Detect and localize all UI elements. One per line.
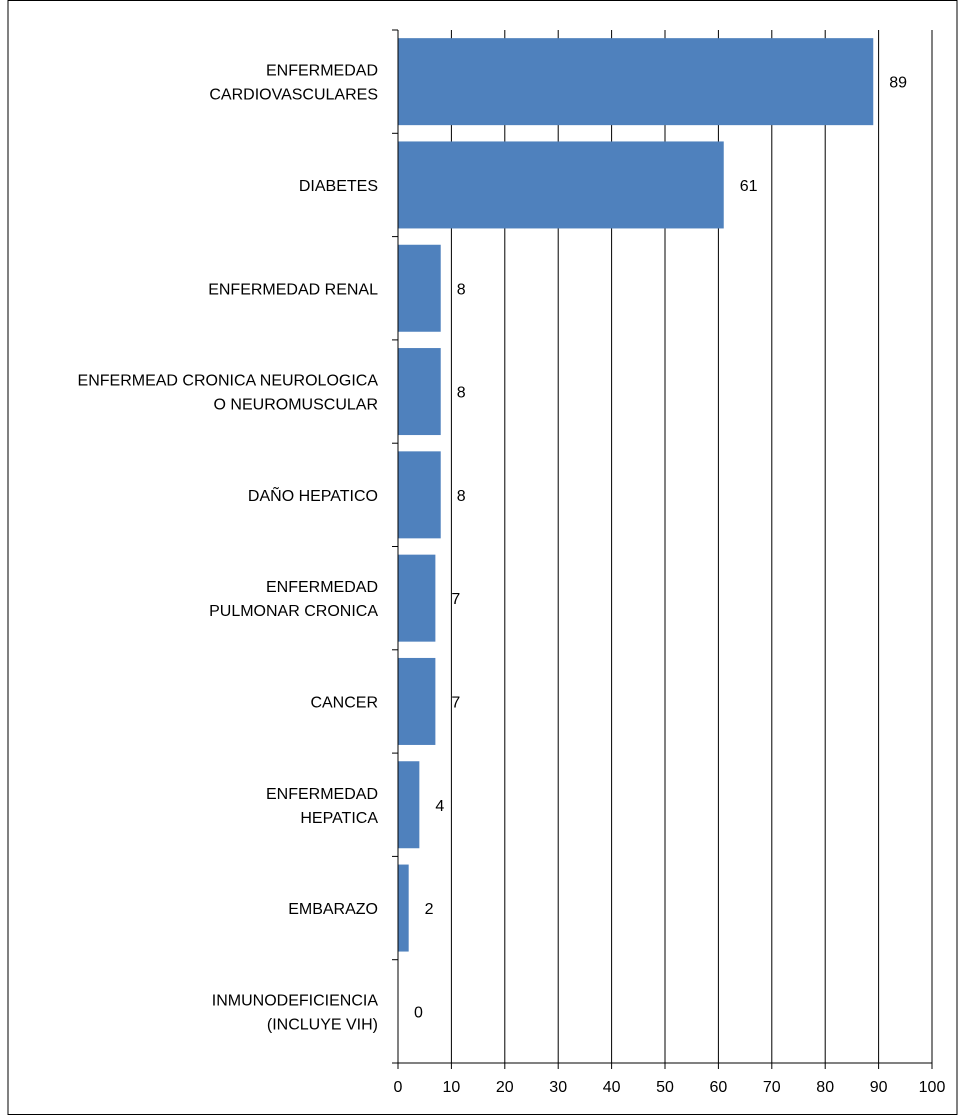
axes	[392, 29, 933, 1069]
data-label: 7	[451, 591, 460, 608]
x-tick-label: 50	[656, 1079, 674, 1096]
category-label: DAÑO HEPATICO	[248, 485, 378, 505]
bar	[398, 141, 724, 229]
x-tick-label: 60	[710, 1079, 728, 1096]
data-label: 2	[425, 901, 434, 918]
category-label: CARDIOVASCULARES	[209, 87, 378, 104]
bar	[398, 451, 441, 539]
data-label: 4	[435, 798, 444, 815]
bar	[398, 38, 874, 126]
x-tick-label: 80	[816, 1079, 834, 1096]
category-label: ENFERMEDAD	[266, 63, 378, 80]
x-tick-label: 70	[763, 1079, 781, 1096]
bars	[398, 38, 874, 952]
x-tick-label: 0	[394, 1079, 403, 1096]
category-label: ENFERMEDAD	[266, 579, 378, 596]
bar	[398, 348, 441, 436]
category-label: ENFERMEDAD	[266, 786, 378, 803]
bar	[398, 554, 436, 642]
category-label: (INCLUYE VIH)	[267, 1016, 378, 1033]
category-label: PULMONAR CRONICA	[209, 603, 378, 620]
category-label: ENFERMEDAD RENAL	[208, 281, 378, 298]
data-label: 7	[451, 694, 460, 711]
data-label: 8	[457, 385, 466, 402]
bar	[398, 657, 436, 745]
data-label: 61	[740, 178, 758, 195]
bar	[398, 761, 420, 849]
data-label: 8	[457, 488, 466, 505]
x-tick-label: 100	[919, 1079, 946, 1096]
category-label: DIABETES	[299, 178, 378, 195]
category-label: CANCER	[310, 694, 378, 711]
category-label: ENFERMEAD CRONICA NEUROLOGICA	[78, 373, 379, 390]
x-tick-label: 90	[870, 1079, 888, 1096]
data-label: 89	[889, 75, 907, 92]
category-label: O NEUROMUSCULAR	[214, 397, 378, 414]
labels: 0 10 20 30 40 50 60 70 80 90 10089ENFERMEDADCARDIO…	[78, 63, 946, 1096]
category-label: INMUNODEFICIENCIA	[212, 992, 379, 1009]
data-label: 0	[414, 1004, 423, 1021]
category-label: EMBARAZO	[288, 901, 378, 918]
category-label: HEPATICA	[300, 810, 378, 827]
bar	[398, 244, 441, 332]
data-label: 8	[457, 281, 466, 298]
bar	[398, 864, 409, 952]
x-tick-label: 20	[496, 1079, 514, 1096]
x-tick-label: 10	[443, 1079, 461, 1096]
x-tick-label: 40	[603, 1079, 621, 1096]
x-tick-label: 30	[549, 1079, 567, 1096]
